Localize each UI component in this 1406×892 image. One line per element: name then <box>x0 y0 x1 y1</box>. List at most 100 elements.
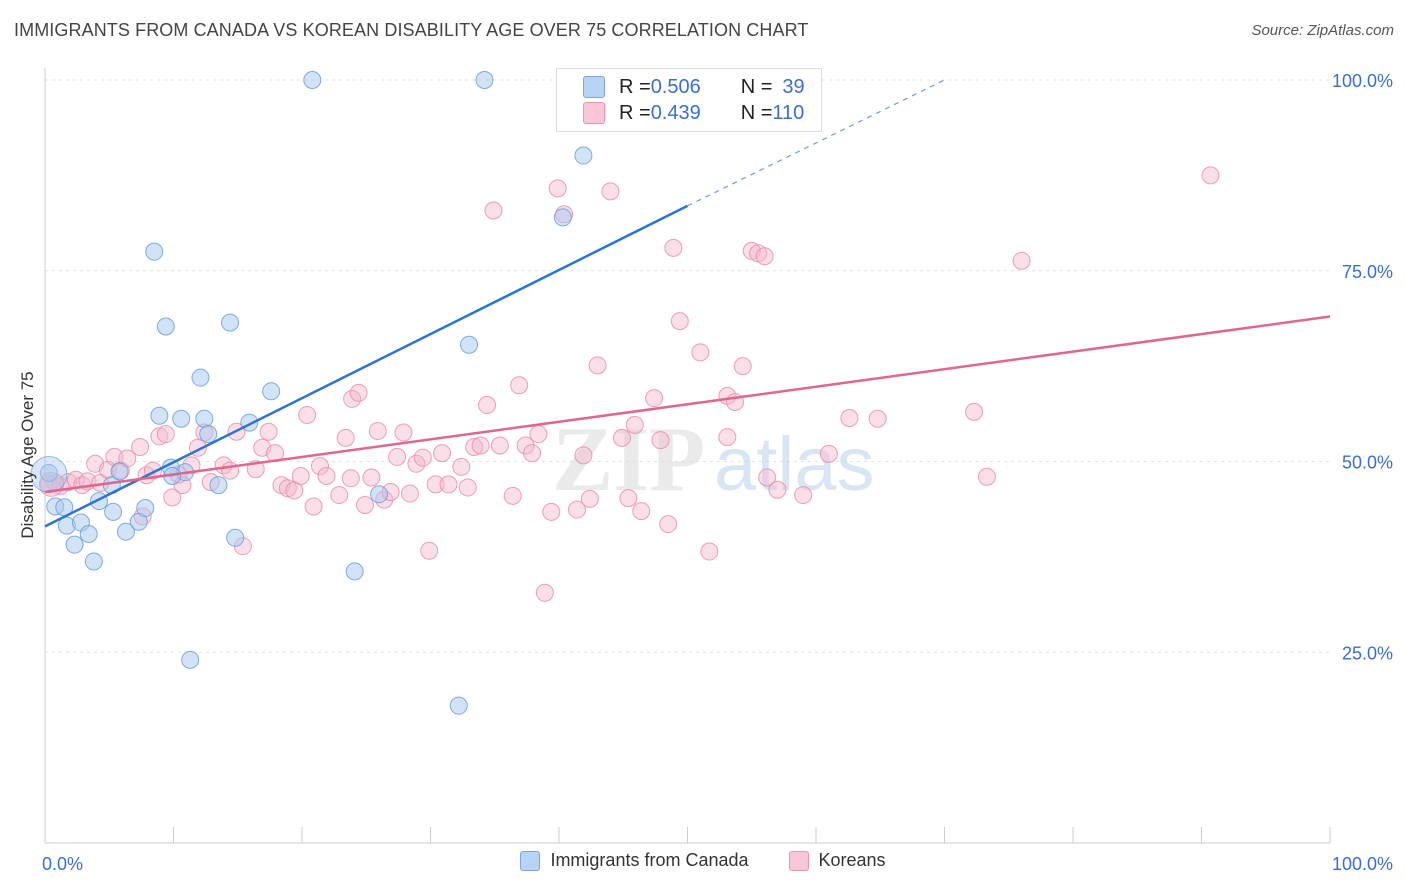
korean-point <box>330 486 349 505</box>
canada-point <box>221 313 240 332</box>
korean-point <box>664 238 683 257</box>
korean-point <box>336 428 355 447</box>
blue-swatch <box>583 76 605 98</box>
source-label: Source: ZipAtlas.com <box>1251 22 1394 39</box>
canada-point <box>39 463 58 482</box>
canada-point <box>209 476 228 495</box>
canada-point <box>104 502 123 521</box>
y-tick-label: 75.0% <box>1342 262 1393 282</box>
canada-point <box>116 522 135 541</box>
korean-point <box>156 425 175 444</box>
korean-point <box>516 436 535 455</box>
korean-point <box>291 466 310 485</box>
korean-point <box>510 376 529 395</box>
canada-point <box>136 499 155 518</box>
korean-point <box>588 356 607 375</box>
canada-point <box>145 242 164 261</box>
canada-point <box>84 552 103 571</box>
korean-point <box>368 421 387 440</box>
bottom-legend: Immigrants from Canada Koreans <box>0 850 1406 871</box>
korean-point <box>298 405 317 424</box>
canada-point <box>65 535 84 554</box>
canada-trendline <box>44 204 689 528</box>
korean-point <box>651 431 670 450</box>
korean-point <box>452 457 471 476</box>
y-tick-label: 25.0% <box>1342 643 1393 663</box>
korean-point <box>1012 251 1031 270</box>
canada-point <box>475 71 494 89</box>
korean-trendline <box>44 315 1331 494</box>
canada-point <box>553 208 572 227</box>
korean-point <box>718 428 737 447</box>
canada-point <box>110 462 129 481</box>
korean-point <box>768 480 787 499</box>
korean-point <box>310 457 329 476</box>
legend-item-koreans[interactable]: Koreans <box>788 850 886 871</box>
korean-point <box>977 467 996 486</box>
korean-point <box>341 469 360 488</box>
korean-point <box>574 446 593 465</box>
canada-point <box>449 696 468 715</box>
korean-point <box>840 409 859 428</box>
legend-swatch-blue <box>520 850 541 871</box>
canada-point <box>79 524 98 543</box>
canada-point <box>199 425 218 444</box>
korean-point <box>670 312 689 331</box>
korean-point <box>503 486 522 505</box>
korean-point <box>645 389 664 408</box>
y-tick-label: 100.0% <box>1332 71 1393 91</box>
korean-point <box>523 444 542 463</box>
korean-point <box>471 436 490 455</box>
n-value-blue: 39 <box>782 75 805 98</box>
korean-point <box>400 484 419 503</box>
korean-point <box>733 357 752 376</box>
korean-point <box>535 583 554 602</box>
n-label: N = <box>740 101 773 124</box>
korean-point <box>131 438 150 457</box>
korean-point <box>632 502 651 521</box>
r-label: R = <box>619 101 651 124</box>
korean-point <box>755 247 774 266</box>
korean-point <box>601 182 620 201</box>
y-axis-label: Disability Age Over 75 <box>18 371 37 538</box>
korean-point <box>304 497 323 516</box>
korean-point <box>433 444 452 463</box>
korean-point <box>794 486 813 505</box>
canada-point <box>262 382 281 401</box>
korean-point <box>619 489 638 508</box>
n-value-pink: 110 <box>772 101 805 124</box>
watermark-atlas: atlas <box>714 422 875 507</box>
korean-point <box>490 436 509 455</box>
korean-point <box>567 500 586 519</box>
korean-point <box>388 447 407 466</box>
korean-point <box>580 489 599 508</box>
r-label: R = <box>619 75 651 98</box>
legend-item-canada[interactable]: Immigrants from Canada <box>520 850 749 871</box>
stats-legend: R = 0.506 N = 39 R = 0.439 N = 110 <box>556 68 822 132</box>
korean-point <box>548 179 567 198</box>
korean-point <box>458 478 477 497</box>
korean-point <box>394 423 413 442</box>
korean-point <box>965 402 984 421</box>
canada-point <box>172 409 191 428</box>
korean-point <box>163 488 182 507</box>
canada-point <box>195 409 214 428</box>
r-value-pink: 0.439 <box>650 101 701 124</box>
watermark-zip: ZIP <box>552 408 705 510</box>
canada-point <box>226 528 245 547</box>
korean-point <box>349 383 368 402</box>
korean-point <box>478 396 497 415</box>
korean-point <box>868 409 887 428</box>
r-value-blue: 0.506 <box>650 75 701 98</box>
pink-swatch <box>583 102 605 124</box>
legend-label-canada: Immigrants from Canada <box>550 850 749 870</box>
korean-point <box>362 468 381 487</box>
korean-point <box>465 438 484 457</box>
y-tick-label: 50.0% <box>1342 453 1393 473</box>
canada-trendline-extension <box>687 79 945 207</box>
korean-point <box>439 475 458 494</box>
watermark: ZIP atlas <box>552 408 875 510</box>
chart-title: IMMIGRANTS FROM CANADA VS KOREAN DISABIL… <box>14 20 809 40</box>
korean-point <box>317 466 336 485</box>
